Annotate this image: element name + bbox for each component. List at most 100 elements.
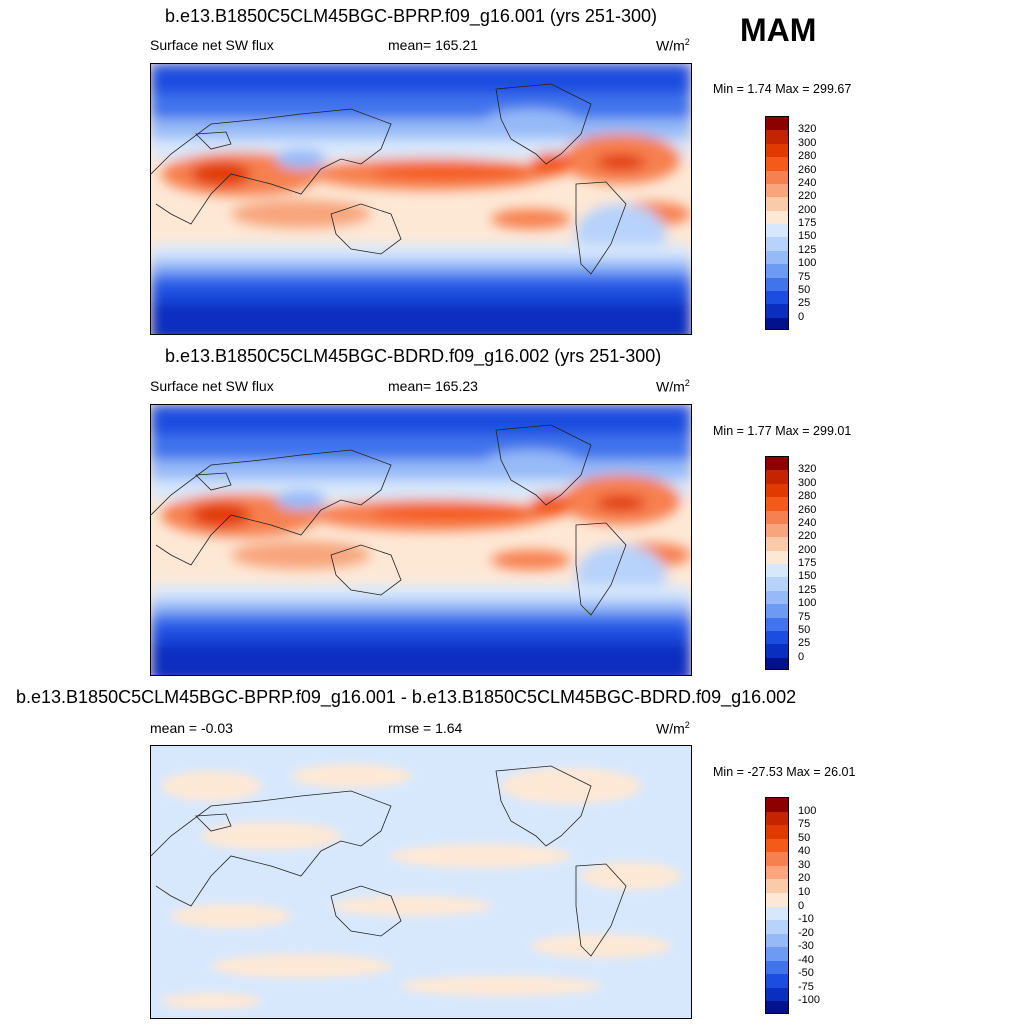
panel-3-colorbar-tick-label: 75 (798, 818, 811, 831)
panel-1-colorbar-tick-label: 175 (798, 217, 817, 229)
panel-3-rmse: rmse = 1.64 (388, 720, 463, 736)
panel-3-title: b.e13.B1850C5CLM45BGC-BPRP.f09_g16.001 -… (16, 687, 797, 707)
panel-1-colorbar-swatch (766, 197, 788, 211)
panel-2-colorbar-swatch (766, 630, 788, 645)
panel-2-colorbar-swatch (766, 537, 788, 551)
panel-3-colorbar-tick-label: 50 (798, 831, 811, 844)
panel-2-colorbar-tick-label: 100 (798, 597, 817, 610)
panel-2-colorbar-tick-label: 260 (798, 503, 817, 516)
panel-2-variable-label: Surface net SW flux (150, 378, 274, 394)
panel-3-map (150, 745, 692, 1019)
panel-3-colorbar-tick-label: -50 (798, 967, 814, 980)
panel-3-colorbar-tick-label: 0 (798, 899, 805, 912)
panel-2-colorbar-swatch (766, 497, 788, 511)
panel-2-units: W/m2 (656, 378, 690, 395)
panel-1-colorbar-tick-label: 280 (798, 150, 817, 163)
panel-1-colorbar-tick-label: 320 (798, 123, 817, 136)
panel-1-colorbar-swatch (766, 264, 788, 278)
panel-1-minmax: Min = 1.74 Max = 299.67 (713, 82, 852, 96)
panel-3-colorbar-tick-label: -100 (798, 994, 821, 1007)
panel-2-colorbar-swatch (766, 590, 788, 605)
panel-3-colorbar-swatch (766, 920, 788, 934)
panel-2-colorbar-swatch (766, 657, 788, 669)
panel-3-colorbar-tick-label: 40 (798, 845, 811, 858)
panel-2-colorbar-swatch (766, 523, 788, 538)
panel-2-colorbar-tick-label: 220 (798, 530, 817, 543)
panel-3-colorbar-tick-label: -30 (798, 940, 814, 953)
panel-2-colorbar-swatch (766, 550, 788, 564)
panel-3-colorbar-swatch (766, 933, 788, 948)
panel-1-colorbar-swatch (766, 237, 788, 251)
panel-1-colorbar-tick-label: 300 (798, 136, 817, 149)
panel-3-colorbar-tick-label: -20 (798, 926, 814, 939)
panel-3-colorbar-swatch (766, 798, 788, 812)
panel-2-colorbar-tick-label: 25 (798, 637, 811, 650)
panel-2-colorbar-tick-label: 240 (798, 516, 817, 529)
panel-1-variable-label: Surface net SW flux (150, 37, 274, 53)
panel-2-map (150, 404, 692, 676)
panel-1-colorbar-swatch (766, 304, 788, 318)
panel-1-colorbar-tick-label: 0 (798, 310, 805, 323)
panel-1-colorbar-tick-label: 50 (798, 283, 811, 296)
panel-2-mean: mean= 165.23 (388, 378, 478, 394)
panel-3-colorbar (765, 797, 789, 1014)
panel-1-colorbar-swatch (766, 183, 788, 198)
panel-1-colorbar-swatch (766, 143, 788, 158)
panel-2-colorbar-tick-label: 150 (798, 570, 817, 583)
panel-2-colorbar-swatch (766, 604, 788, 618)
panel-1-colorbar-tick-label: 100 (798, 257, 817, 270)
panel-1-colorbar-swatch (766, 170, 788, 184)
panel-3-mean: mean = -0.03 (150, 720, 233, 736)
season-label: MAM (740, 12, 817, 48)
panel-1-colorbar-swatch (766, 290, 788, 305)
panel-1-map-field (151, 64, 691, 334)
panel-1-colorbar-swatch (766, 317, 788, 329)
panel-3-colorbar-tick-label: -10 (798, 913, 814, 926)
panel-1-colorbar-tick-label: 150 (798, 230, 817, 243)
panel-3-colorbar-tick-label: 10 (798, 885, 811, 898)
panel-3-colorbar-swatch (766, 811, 788, 826)
panel-2-colorbar-tick-label: 300 (798, 476, 817, 489)
panel-2-colorbar-tick-label: 280 (798, 490, 817, 503)
panel-3-colorbar-tick-label: -75 (798, 980, 814, 993)
panel-2-colorbar-tick-label: 0 (798, 650, 805, 663)
panel-3-colorbar-tick-label: 20 (798, 872, 811, 885)
panel-3-units: W/m2 (656, 720, 690, 737)
panel-3-colorbar-swatch (766, 865, 788, 880)
panel-2-colorbar-swatch (766, 644, 788, 658)
panel-3-colorbar-swatch (766, 879, 788, 893)
panel-1-colorbar-swatch (766, 277, 788, 291)
panel-1-title: b.e13.B1850C5CLM45BGC-BPRP.f09_g16.001 (… (165, 6, 657, 26)
panel-1-colorbar-swatch (766, 157, 788, 171)
panel-2-colorbar-tick-label: 200 (798, 543, 817, 556)
panel-3-colorbar-swatch (766, 974, 788, 988)
panel-1-colorbar-tick-label: 200 (798, 203, 817, 216)
panel-1-units: W/m2 (656, 37, 690, 54)
panel-2-minmax: Min = 1.77 Max = 299.01 (713, 424, 852, 438)
panel-2-colorbar-swatch (766, 617, 788, 631)
panel-2-colorbar-swatch (766, 577, 788, 591)
panel-2-title: b.e13.B1850C5CLM45BGC-BDRD.f09_g16.002 (… (165, 346, 662, 366)
panel-2-colorbar-swatch (766, 483, 788, 498)
panel-1-colorbar-swatch (766, 130, 788, 144)
panel-1-colorbar-tick-label: 25 (798, 297, 811, 310)
panel-1-colorbar-swatch (766, 224, 788, 238)
panel-3-colorbar-tick-label: -40 (798, 953, 814, 966)
panel-3-colorbar-swatch (766, 825, 788, 839)
panel-1-colorbar-tick-label: 75 (798, 270, 811, 283)
panel-1-colorbar-swatch (766, 117, 788, 131)
panel-2-colorbar-swatch (766, 470, 788, 484)
panel-1-mean: mean= 165.21 (388, 37, 478, 53)
panel-3-colorbar-tick-label: 100 (798, 804, 817, 817)
panel-3-colorbar-swatch (766, 892, 788, 907)
panel-2-colorbar-tick-label: 320 (798, 463, 817, 476)
panel-3-colorbar-swatch (766, 987, 788, 1002)
panel-3-colorbar-swatch (766, 852, 788, 866)
panel-2-colorbar-tick-label: 125 (798, 583, 817, 596)
panel-3-colorbar-swatch (766, 947, 788, 961)
panel-2-colorbar-tick-label: 50 (798, 623, 811, 636)
panel-1-colorbar-tick-label: 260 (798, 163, 817, 176)
panel-2-colorbar (765, 456, 789, 670)
panel-1-colorbar-swatch (766, 250, 788, 265)
panel-1-colorbar-tick-label: 220 (798, 190, 817, 203)
